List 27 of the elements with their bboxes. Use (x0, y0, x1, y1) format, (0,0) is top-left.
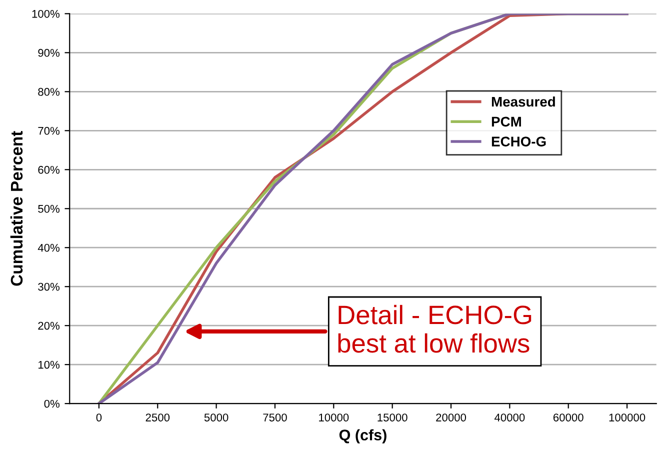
legend-label: PCM (492, 116, 521, 127)
x-axis-title: Q (cfs) (339, 429, 386, 444)
x-tick-label: 2500 (146, 414, 170, 422)
y-tick-label: 60% (38, 166, 60, 174)
annotation: Detail - ECHO-G best at low flows (338, 304, 532, 353)
legend-label: ECHO-G (492, 136, 546, 146)
y-tick-label: 100% (32, 10, 60, 18)
x-tick-label: 7500 (263, 414, 287, 422)
y-tick-label: 90% (38, 48, 60, 57)
x-tick-label: 5000 (204, 414, 228, 422)
x-tick-label: 40000 (494, 414, 525, 422)
x-tick-label: 100000 (609, 414, 646, 422)
y-tick-label: 80% (38, 88, 60, 96)
y-tick-label: 40% (38, 244, 60, 252)
y-axis-title: Cumulative Percent (10, 131, 23, 286)
x-tick-label: 20000 (436, 414, 466, 422)
x-tick-label: 10000 (319, 414, 349, 422)
y-tick-label: 30% (38, 282, 60, 291)
y-tick-label: 0% (44, 400, 60, 408)
legend-label: Measured (492, 96, 555, 107)
y-tick-label: 70% (38, 126, 60, 135)
x-tick-label: 15000 (378, 414, 408, 422)
y-tick-label: 50% (38, 204, 60, 213)
y-tick-label: 10% (38, 360, 60, 369)
x-tick-label: 60000 (553, 414, 584, 422)
y-tick-label: 20% (38, 322, 60, 330)
x-tick-label: 0 (96, 414, 102, 422)
